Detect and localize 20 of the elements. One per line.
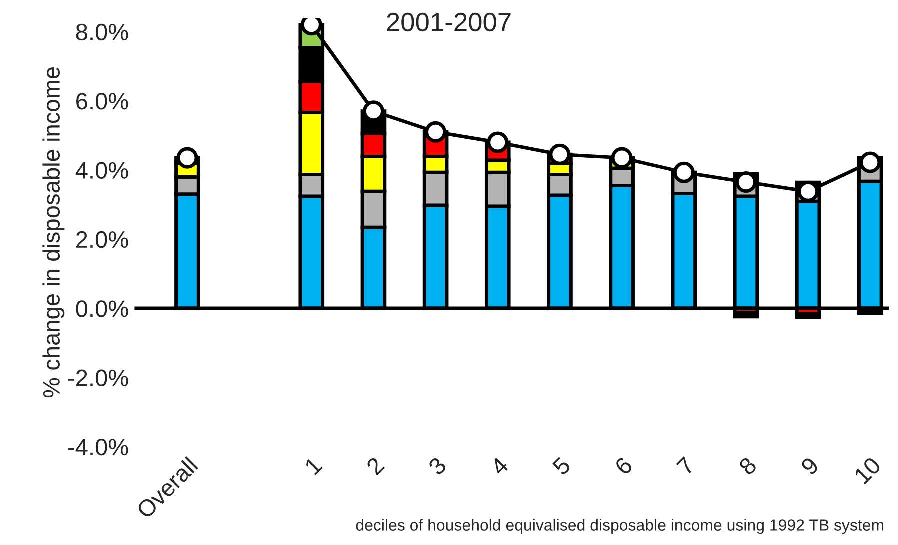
x-tick-label: 2 (366, 456, 385, 476)
x-tick-label: 10 (854, 456, 882, 485)
y-tick-label: 8.0% (76, 24, 128, 41)
y-tick-label: 4.0% (76, 162, 128, 179)
x-tick-label: 8 (738, 456, 758, 476)
x-tick-label: 4 (490, 456, 510, 476)
y-tick-label: 2.0% (76, 231, 128, 248)
x-tick-label: 6 (614, 456, 634, 476)
y-tick-label: 0.0% (76, 300, 128, 318)
x-tick-label: 3 (428, 456, 448, 476)
x-tick-label: 1 (304, 456, 323, 476)
x-tick-label: 9 (800, 456, 820, 476)
y-axis-title: % change in disposable income (42, 67, 65, 398)
y-tick-label: -4.0% (68, 438, 128, 456)
y-tick-label: -2.0% (68, 370, 128, 387)
y-tick-label: 6.0% (76, 93, 128, 110)
x-axis-title: deciles of household equivalised disposable income using 1992 TB system (356, 519, 884, 534)
chart-title: 2001-2007 (387, 12, 511, 32)
x-tick-label: 5 (552, 456, 572, 476)
x-tick-label: 7 (676, 456, 696, 476)
